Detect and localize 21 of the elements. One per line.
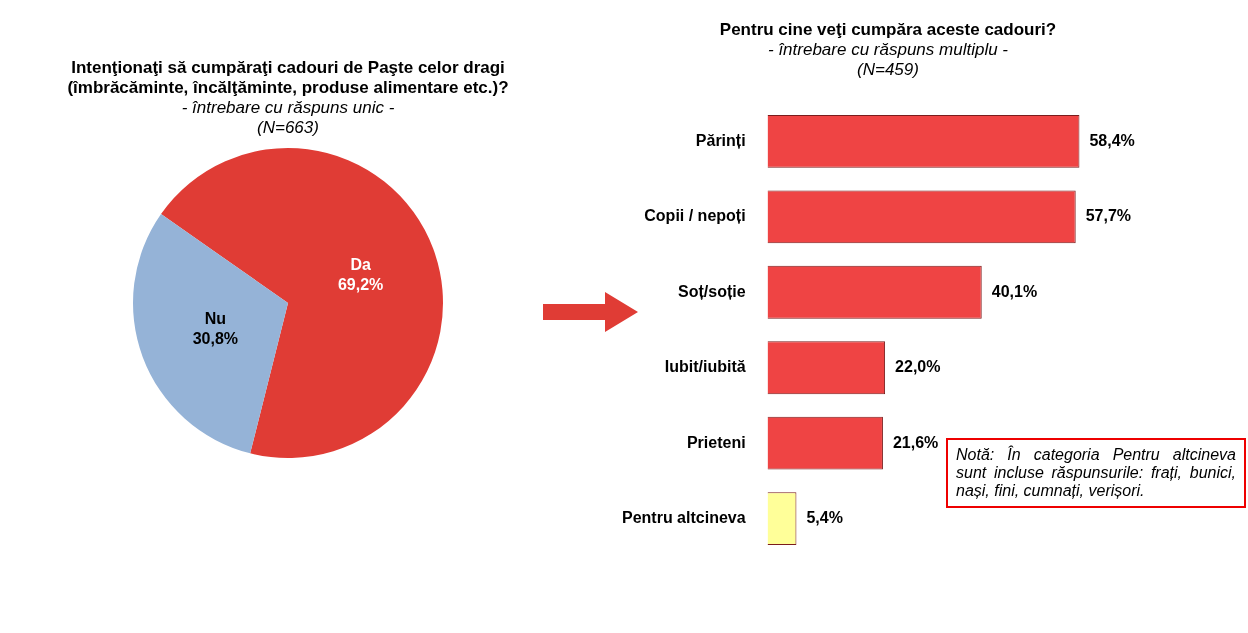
data-label: 30,8% (192, 330, 239, 348)
y-tick-label: Iubit/iubită (664, 358, 746, 376)
slice-label: Nu (204, 310, 227, 328)
slice-label: Da (350, 256, 371, 274)
y-tick-label: Pentru altcineva (621, 509, 746, 527)
data-label: 22,0% (895, 358, 941, 376)
data-label: 57,7% (1085, 207, 1132, 225)
chart-subtitle: - întrebare cu răspuns multiplu - (N=459) (767, 40, 1009, 80)
data-label: 40,1% (991, 282, 1038, 300)
data-label: 69,2% (337, 276, 384, 294)
data-label: 5,4% (806, 509, 843, 527)
y-tick-label: Copii / nepoți (644, 207, 746, 225)
chart-subtitle: - întrebare cu răspuns unic - (N=663) (180, 98, 396, 138)
y-tick-label: Părinți (695, 131, 746, 149)
annotation: Notă: În categoria Pentru altcineva sunt incluse răspunsurile: frați, bunici, nași, fini, cumnați, verișori. (946, 438, 1246, 508)
y-tick-label: Prieteni (686, 433, 746, 451)
chart-title: Intenţionaţi să cumpăraţi cadouri de Paşte celor dragi (îmbrăcăminte, încălţăminte, produse alimentare etc.)? (66, 58, 510, 98)
data-label: 58,4% (1089, 131, 1135, 149)
data-label: 21,6% (892, 433, 939, 451)
y-tick-label: Soț/soție (678, 282, 746, 300)
chart-title: Pentru cine veţi cumpăra aceste cadouri? (718, 20, 1058, 40)
